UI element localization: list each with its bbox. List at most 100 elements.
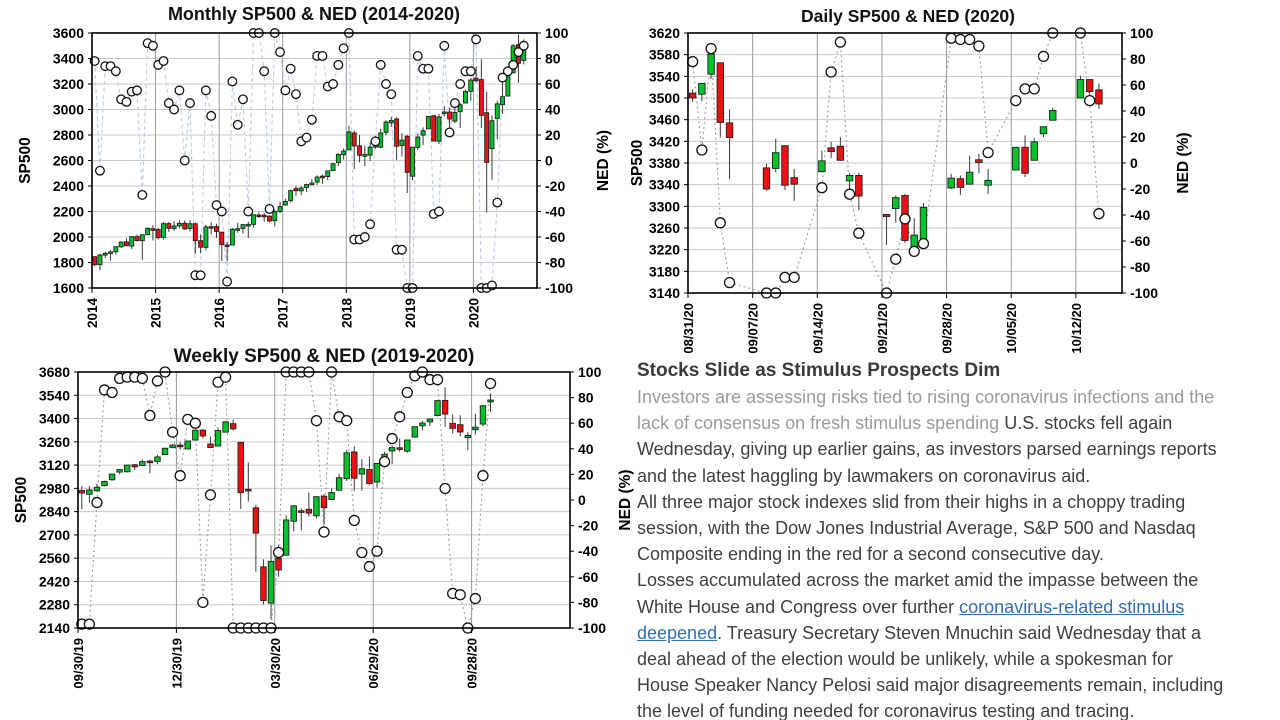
svg-text:-40: -40 <box>1130 207 1150 223</box>
svg-text:09/30/19: 09/30/19 <box>71 638 86 689</box>
article-text-segment: Wednesday, giving up earlier gains, as i… <box>637 439 1217 460</box>
svg-text:3540: 3540 <box>39 387 70 403</box>
svg-text:2600: 2600 <box>53 153 84 169</box>
svg-text:10/05/20: 10/05/20 <box>1004 303 1019 354</box>
svg-text:NED (%): NED (%) <box>595 130 612 191</box>
daily-chart: 3140 3180 3220 3260 3300 3340 3380 3420 3460 3500… <box>618 0 1280 375</box>
daily-chart-canvas: 3140 3180 3220 3260 3300 3340 3380 3420 3460 3500… <box>629 25 1192 354</box>
svg-text:2140: 2140 <box>39 620 70 636</box>
stimulus-link[interactable]: deepened <box>637 622 718 643</box>
news-article: Stocks Slide as Stimulus Prospects Dim I… <box>637 358 1280 720</box>
article-title: Stocks Slide as Stimulus Prospects Dim <box>637 360 1001 381</box>
article-text-segment: Investors are assessing risks tied to ri… <box>637 387 1215 407</box>
daily-chart-title: Daily SP500 & NED (2020) <box>801 6 1015 26</box>
svg-text:12/30/19: 12/30/19 <box>169 638 184 689</box>
svg-text:3000: 3000 <box>53 102 84 118</box>
monthly-chart-canvas: 1600 1800 2000 2200 2400 2600 2800 3000 3200 3400… <box>17 25 612 329</box>
svg-text:08/31/20: 08/31/20 <box>681 303 696 354</box>
svg-text:2700: 2700 <box>39 527 70 543</box>
svg-text:2019: 2019 <box>403 298 418 328</box>
svg-text:3540: 3540 <box>649 68 680 84</box>
weekly-chart: 2140 2280 2420 2560 2700 2840 2980 3120 3260 3400… <box>0 346 644 720</box>
svg-text:40: 40 <box>578 441 594 457</box>
svg-text:3340: 3340 <box>649 177 680 193</box>
article-line: Losses accumulated across the market ami… <box>637 567 1280 593</box>
article-text-segment: the level of funding needed for coronavi… <box>637 701 1135 720</box>
svg-text:40: 40 <box>545 102 561 118</box>
article-line: and the latest haggling by lawmakers on … <box>637 463 1280 489</box>
weekly-chart-canvas: 2140 2280 2420 2560 2700 2840 2980 3120 3260 3400… <box>13 364 634 689</box>
svg-text:3380: 3380 <box>649 155 680 171</box>
svg-text:06/29/20: 06/29/20 <box>366 638 381 689</box>
svg-text:SP500: SP500 <box>629 140 646 187</box>
svg-text:2018: 2018 <box>339 298 354 329</box>
svg-text:09/14/20: 09/14/20 <box>810 303 825 354</box>
svg-text:2200: 2200 <box>53 204 84 220</box>
svg-text:09/28/20: 09/28/20 <box>465 638 480 689</box>
svg-text:80: 80 <box>578 390 594 406</box>
article-text-segment: Composite ending in the red for a second… <box>637 544 1104 565</box>
article-text-segment: . Treasury Secretary Steven Mnuchin said… <box>717 622 1202 643</box>
article-line: White House and Congress over further co… <box>637 594 1280 620</box>
article-text-segment: House Speaker Nancy Pelosi said major di… <box>637 675 1224 696</box>
article-line: lack of consensus on fresh stimulus spen… <box>637 410 1280 436</box>
article-text-segment: All three major stock indexes slid from … <box>637 491 1186 512</box>
svg-text:3140: 3140 <box>649 285 680 301</box>
svg-text:09/28/20: 09/28/20 <box>940 303 955 354</box>
article-line: deal ahead of the election would be unli… <box>637 646 1280 672</box>
svg-text:20: 20 <box>1130 129 1146 145</box>
svg-text:SP500: SP500 <box>17 137 34 184</box>
svg-text:2420: 2420 <box>39 573 70 589</box>
svg-text:3680: 3680 <box>39 364 70 380</box>
svg-text:2016: 2016 <box>212 298 227 329</box>
svg-text:3620: 3620 <box>649 25 680 41</box>
article-text-segment: deal ahead of the election would be unli… <box>637 649 1174 670</box>
svg-text:-100: -100 <box>545 280 573 296</box>
svg-text:20: 20 <box>578 466 594 482</box>
svg-text:-40: -40 <box>545 204 565 220</box>
svg-text:-60: -60 <box>578 569 598 585</box>
svg-text:3180: 3180 <box>649 263 680 279</box>
svg-text:3400: 3400 <box>39 411 70 427</box>
svg-text:80: 80 <box>545 51 561 67</box>
weekly-chart-title: Weekly SP500 & NED (2019-2020) <box>173 346 475 367</box>
svg-text:3220: 3220 <box>649 242 680 258</box>
article-text-segment: White House and Congress over further <box>637 596 960 617</box>
svg-text:2000: 2000 <box>53 229 84 245</box>
article-line: session, with the Dow Jones Industrial A… <box>637 515 1280 541</box>
svg-text:-20: -20 <box>578 518 598 534</box>
svg-text:3580: 3580 <box>649 47 680 63</box>
article-line: Investors are assessing risks tied to ri… <box>637 384 1280 410</box>
svg-text:-80: -80 <box>578 594 598 610</box>
article-line: deepened. Treasury Secretary Steven Mnuc… <box>637 620 1280 646</box>
stimulus-link[interactable]: coronavirus-related stimulus <box>959 596 1185 617</box>
svg-text:3300: 3300 <box>649 198 680 214</box>
svg-text:-100: -100 <box>578 620 606 636</box>
svg-text:2560: 2560 <box>39 550 70 566</box>
svg-text:60: 60 <box>578 415 594 431</box>
svg-text:1800: 1800 <box>53 255 84 271</box>
svg-text:-80: -80 <box>1130 259 1150 275</box>
svg-text:2017: 2017 <box>276 298 291 328</box>
svg-text:0: 0 <box>578 492 586 508</box>
svg-text:3200: 3200 <box>53 76 84 92</box>
svg-text:SP500: SP500 <box>13 477 30 524</box>
svg-text:2280: 2280 <box>39 597 70 613</box>
svg-text:2400: 2400 <box>53 178 84 194</box>
monthly-chart-title: Monthly SP500 & NED (2014-2020) <box>167 4 461 24</box>
svg-text:10/12/20: 10/12/20 <box>1069 303 1084 354</box>
svg-text:3500: 3500 <box>649 90 680 106</box>
article-line: All three major stock indexes slid from … <box>637 489 1280 515</box>
svg-text:3260: 3260 <box>649 220 680 236</box>
svg-text:3400: 3400 <box>53 51 84 67</box>
article-line: Wednesday, giving up earlier gains, as i… <box>637 436 1280 462</box>
svg-text:3600: 3600 <box>53 25 84 41</box>
svg-text:60: 60 <box>545 76 561 92</box>
article-text-segment: lack of consensus on fresh stimulus spen… <box>637 413 1005 434</box>
svg-text:3120: 3120 <box>39 457 70 473</box>
svg-text:09/07/20: 09/07/20 <box>746 303 761 354</box>
article-text-segment: U.S. stocks fell again <box>1004 413 1173 434</box>
svg-text:-20: -20 <box>1130 181 1150 197</box>
svg-text:0: 0 <box>1130 155 1138 171</box>
